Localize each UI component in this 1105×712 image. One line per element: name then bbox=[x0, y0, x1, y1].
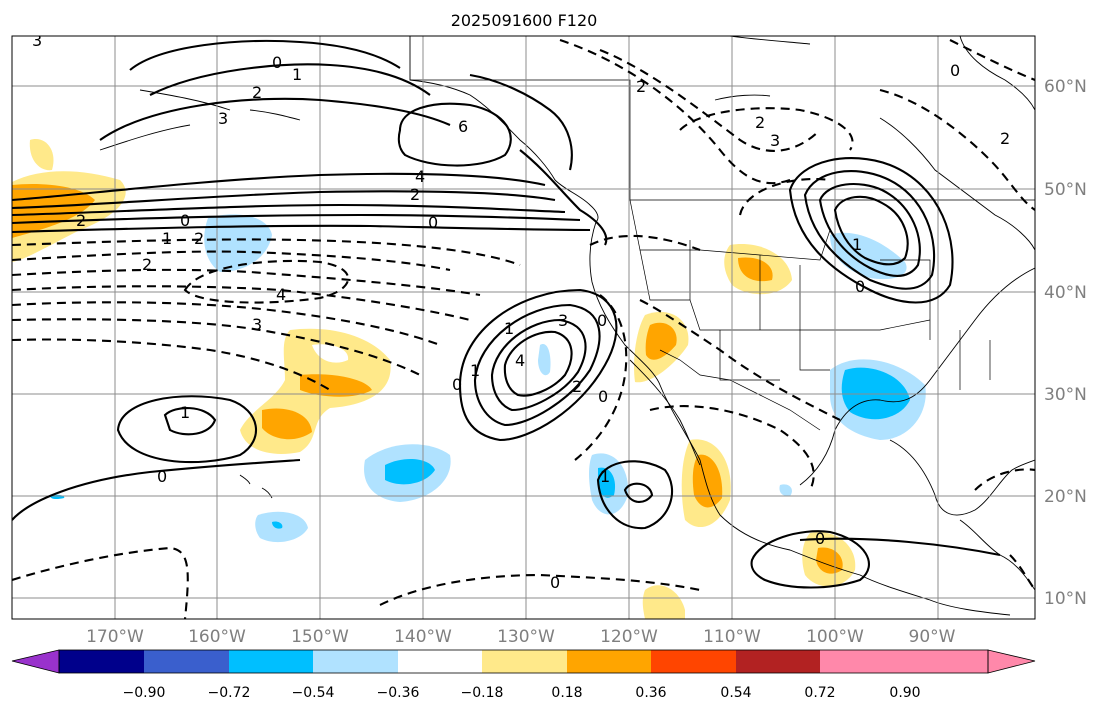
contour-label: 3 bbox=[218, 109, 228, 128]
contour-label: 0 bbox=[428, 213, 438, 232]
contour-label: 2 bbox=[194, 229, 204, 248]
latitude-labels: 60°N 50°N 40°N 30°N 20°N 10°N bbox=[1044, 77, 1087, 609]
colorbar-segment bbox=[482, 650, 567, 673]
contour-label: 3 bbox=[32, 31, 42, 50]
lat-label-10n: 10°N bbox=[1044, 589, 1087, 609]
contour-label: 1 bbox=[162, 229, 172, 248]
contour-label: 4 bbox=[415, 167, 425, 186]
lon-label-120w: 120°W bbox=[600, 627, 658, 647]
contour-label: 3 bbox=[558, 311, 568, 330]
contour-label: 1 bbox=[180, 403, 190, 422]
colorbar-extend-max bbox=[905, 650, 1035, 673]
contour-label: 2 bbox=[252, 83, 262, 102]
lon-label-170w: 170°W bbox=[86, 627, 144, 647]
contour-label: 4 bbox=[276, 285, 286, 304]
map-frame bbox=[11, 35, 1036, 620]
contour-label: 2 bbox=[76, 211, 86, 230]
contour-label: 4 bbox=[515, 351, 525, 370]
contour-label: 0 bbox=[950, 61, 960, 80]
contour-label: 1 bbox=[504, 319, 514, 338]
contour-label: 1 bbox=[600, 467, 610, 486]
contour-label: 0 bbox=[452, 375, 462, 394]
lat-label-20n: 20°N bbox=[1044, 487, 1087, 507]
lon-label-130w: 130°W bbox=[497, 627, 555, 647]
lat-label-30n: 30°N bbox=[1044, 385, 1087, 405]
colorbar-segment bbox=[651, 650, 736, 673]
colorbar-tick-label: 0.36 bbox=[635, 685, 666, 701]
contour-label: 0 bbox=[180, 211, 190, 230]
colorbar-segment bbox=[59, 650, 144, 673]
colorbar-tick-label: 0.54 bbox=[720, 685, 751, 701]
colorbar-tick-label: 0.72 bbox=[804, 685, 835, 701]
colorbar-ticks: −0.90 −0.72 −0.54 −0.36 −0.18 0.18 0.36 … bbox=[123, 685, 921, 701]
colorbar-segment bbox=[144, 650, 229, 673]
contour-label: 1 bbox=[292, 65, 302, 84]
contour-label: 2 bbox=[410, 185, 420, 204]
colorbar-tick-label: −0.18 bbox=[461, 685, 504, 701]
contour-label: 1 bbox=[470, 361, 480, 380]
contour-lines bbox=[12, 39, 1035, 619]
colorbar: −0.90 −0.72 −0.54 −0.36 −0.18 0.18 0.36 … bbox=[11, 649, 1036, 701]
lon-label-140w: 140°W bbox=[394, 627, 452, 647]
contour-label: 0 bbox=[815, 529, 825, 548]
contour-label: 3 bbox=[770, 131, 780, 150]
lon-label-90w: 90°W bbox=[909, 627, 956, 647]
colorbar-segment bbox=[229, 650, 313, 673]
lat-label-50n: 50°N bbox=[1044, 180, 1087, 200]
colorbar-segment bbox=[736, 650, 820, 673]
contour-label: 2 bbox=[572, 377, 582, 396]
contour-label: 2 bbox=[636, 77, 646, 96]
map-area: 3 0 1 2 3 6 4 2 0 2 0 1 2 2 4 3 1 0 3 4 … bbox=[12, 31, 1035, 619]
contour-label: 0 bbox=[157, 467, 167, 486]
colorbar-segment bbox=[313, 650, 398, 673]
graticule bbox=[12, 36, 1035, 619]
lat-label-40n: 40°N bbox=[1044, 283, 1087, 303]
colorbar-tick-label: −0.54 bbox=[292, 685, 335, 701]
lon-label-150w: 150°W bbox=[291, 627, 349, 647]
contour-label: 0 bbox=[597, 311, 607, 330]
colorbar-segment bbox=[820, 650, 905, 673]
longitude-labels: 170°W 160°W 150°W 140°W 130°W 120°W 110°… bbox=[86, 627, 956, 647]
contour-label: 0 bbox=[272, 53, 282, 72]
contour-label: 2 bbox=[142, 255, 152, 274]
colorbar-segment bbox=[398, 650, 482, 673]
contour-label: 0 bbox=[550, 573, 560, 592]
lat-label-60n: 60°N bbox=[1044, 77, 1087, 97]
colorbar-tick-label: 0.90 bbox=[889, 685, 920, 701]
contour-label: 6 bbox=[458, 117, 468, 136]
contour-label: 2 bbox=[1000, 129, 1010, 148]
colorbar-tick-label: −0.36 bbox=[377, 685, 420, 701]
lon-label-160w: 160°W bbox=[188, 627, 246, 647]
colorbar-tick-label: −0.90 bbox=[123, 685, 166, 701]
colorbar-tick-label: −0.72 bbox=[208, 685, 251, 701]
lon-label-110w: 110°W bbox=[703, 627, 761, 647]
colorbar-tick-label: 0.18 bbox=[551, 685, 582, 701]
figure-title: 2025091600 F120 bbox=[451, 11, 598, 30]
lon-label-100w: 100°W bbox=[806, 627, 864, 647]
contour-label: 2 bbox=[755, 113, 765, 132]
colorbar-segment bbox=[567, 650, 651, 673]
contour-label: 0 bbox=[855, 277, 865, 296]
contour-label: 0 bbox=[598, 387, 608, 406]
contour-labels: 3 0 1 2 3 6 4 2 0 2 0 1 2 2 4 3 1 0 3 4 … bbox=[32, 31, 1010, 592]
contour-label: 1 bbox=[852, 235, 862, 254]
colorbar-extend-min bbox=[12, 650, 59, 673]
contour-label: 3 bbox=[252, 315, 262, 334]
political-borders bbox=[410, 79, 1035, 431]
